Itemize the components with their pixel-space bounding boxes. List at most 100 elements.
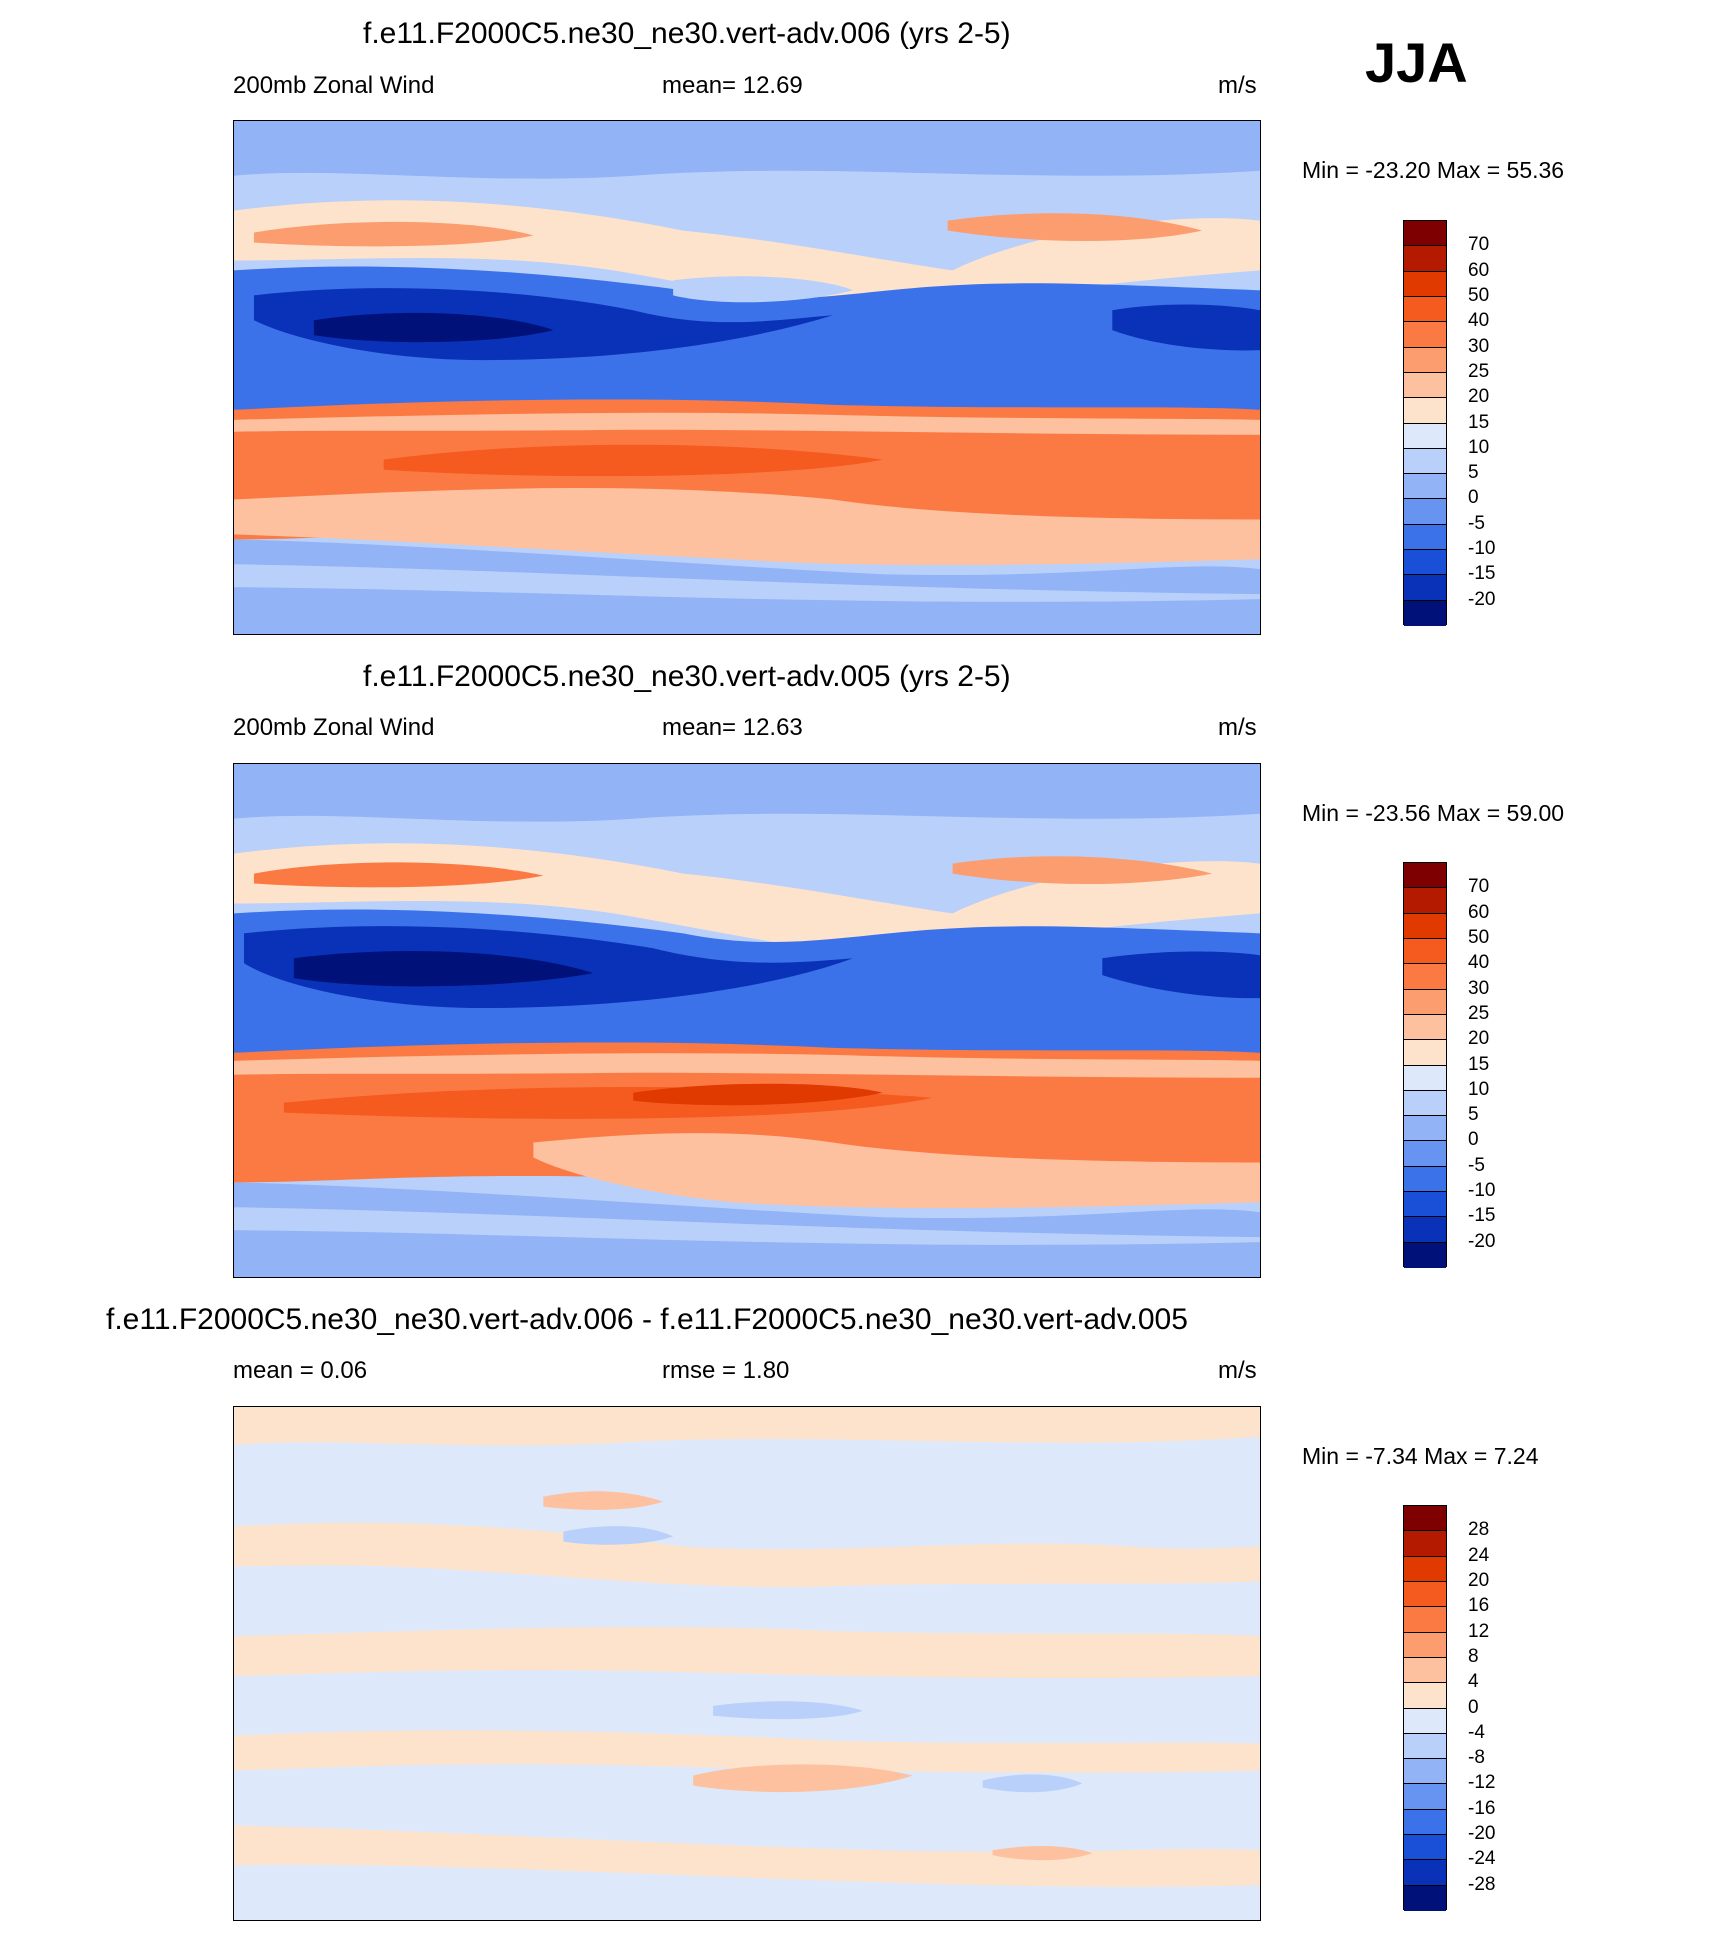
panel-minmax-label: Min = -23.56 Max = 59.00 [1302,800,1565,826]
colorbar-tick-label: 5 [1468,1104,1479,1126]
colorbar-tick-label: -15 [1468,563,1496,585]
colorbar-tick-label: -20 [1468,1230,1496,1252]
colorbar-segment [1404,1657,1446,1684]
colorbar-tick-label: -8 [1468,1747,1485,1769]
colorbar-segment [1404,1860,1446,1886]
panel-mean-label: mean= 12.69 [662,72,803,99]
colorbar-tick-label: 60 [1468,259,1490,281]
colorbar-segment [1404,1759,1446,1785]
colorbar-tick-label: 70 [1468,876,1490,898]
colorbar-tick-label: 15 [1468,1053,1490,1075]
colorbar-tick-label: 0 [1468,487,1479,509]
colorbar-tick-label: 30 [1468,335,1490,357]
colorbar-tick-label: 24 [1468,1544,1490,1566]
panel-title: f.e11.F2000C5.ne30_ne30.vert-adv.006 (yr… [363,17,1011,50]
colorbar-segment [1404,1632,1446,1658]
panel-variable-label: 200mb Zonal Wind [233,714,435,741]
colorbar-segment [1404,372,1446,399]
colorbar-segment [1404,913,1446,939]
colorbar-segment [1404,550,1446,576]
colorbar-segment [1404,1683,1446,1709]
colorbar-tick-label: 40 [1468,952,1490,974]
panel-mean-label: mean= 12.63 [662,714,803,741]
panel-variable-label: 200mb Zonal Wind [233,72,435,99]
colorbar-segment [1404,938,1446,965]
colorbar-segment [1404,423,1446,449]
colorbar-tick-label: -24 [1468,1848,1496,1870]
difference-map [233,1406,1261,1921]
colorbar-segment [1404,1217,1446,1243]
colorbar-segment [1404,499,1446,525]
colorbar-middle [1403,862,1447,1268]
colorbar-segment [1404,863,1446,889]
colorbar-segment [1404,296,1446,323]
colorbar-segment [1404,448,1446,475]
panel-rmse-label: rmse = 1.80 [662,1357,790,1384]
colorbar-segment [1404,246,1446,272]
panel-minmax-label: Min = -7.34 Max = 7.24 [1302,1443,1539,1469]
colorbar-tick-label: 50 [1468,284,1490,306]
colorbar-segment [1404,1809,1446,1836]
colorbar-top [1403,220,1447,626]
colorbar-segment [1404,888,1446,914]
colorbar-tick-label: -12 [1468,1772,1496,1794]
colorbar-segment [1404,1708,1446,1734]
colorbar-segment [1404,1835,1446,1861]
colorbar-tick-label: 15 [1468,411,1490,433]
colorbar-segment [1404,1166,1446,1193]
colorbar-segment [1404,1733,1446,1760]
colorbar-segment [1404,1090,1446,1117]
colorbar-segment [1404,1040,1446,1066]
colorbar-tick-label: 4 [1468,1671,1479,1693]
colorbar-tick-label: 5 [1468,462,1479,484]
colorbar-segment [1404,1116,1446,1142]
wind-map-middle [233,763,1261,1278]
colorbar-segment [1404,1192,1446,1218]
colorbar-tick-label: 25 [1468,360,1490,382]
colorbar-diff [1403,1505,1447,1911]
colorbar-tick-label: 20 [1468,1028,1490,1050]
colorbar-tick-label: 0 [1468,1696,1479,1718]
colorbar-tick-label: -15 [1468,1205,1496,1227]
colorbar-tick-label: 10 [1468,1078,1490,1100]
panel-units-label: m/s [1218,72,1257,99]
colorbar-segment [1404,1581,1446,1608]
colorbar-segment [1404,989,1446,1015]
colorbar-tick-label: 28 [1468,1519,1490,1541]
panel-units-label: m/s [1218,1357,1257,1384]
colorbar-segment [1404,347,1446,373]
colorbar-segment [1404,1784,1446,1810]
colorbar-tick-label: 40 [1468,310,1490,332]
colorbar-tick-label: 10 [1468,436,1490,458]
colorbar-tick-label: -28 [1468,1873,1496,1895]
colorbar-tick-label: -20 [1468,588,1496,610]
colorbar-tick-label: 0 [1468,1129,1479,1151]
colorbar-tick-label: 12 [1468,1620,1490,1642]
colorbar-tick-label: -16 [1468,1797,1496,1819]
colorbar-segment [1404,271,1446,297]
colorbar-tick-label: 30 [1468,977,1490,999]
colorbar-segment [1404,221,1446,247]
colorbar-segment [1404,1556,1446,1582]
colorbar-tick-label: 16 [1468,1595,1490,1617]
colorbar-tick-label: 70 [1468,234,1490,256]
panel-title: f.e11.F2000C5.ne30_ne30.vert-adv.006 - f… [106,1303,1188,1336]
colorbar-tick-label: 20 [1468,386,1490,408]
colorbar-tick-label: 20 [1468,1569,1490,1591]
colorbar-segment [1404,964,1446,990]
colorbar-segment [1404,1506,1446,1532]
wind-map-top [233,120,1261,635]
colorbar-segment [1404,1242,1446,1268]
colorbar-segment [1404,1065,1446,1091]
colorbar-tick-label: -10 [1468,1180,1496,1202]
colorbar-segment [1404,1607,1446,1633]
season-label: JJA [1365,31,1468,94]
colorbar-tick-label: -5 [1468,1154,1485,1176]
colorbar-segment [1404,600,1446,626]
panel-title: f.e11.F2000C5.ne30_ne30.vert-adv.005 (yr… [363,660,1011,693]
colorbar-segment [1404,1141,1446,1167]
colorbar-tick-label: -5 [1468,512,1485,534]
panel-minmax-label: Min = -23.20 Max = 55.36 [1302,157,1565,183]
colorbar-tick-label: 8 [1468,1645,1479,1667]
colorbar-segment [1404,575,1446,601]
